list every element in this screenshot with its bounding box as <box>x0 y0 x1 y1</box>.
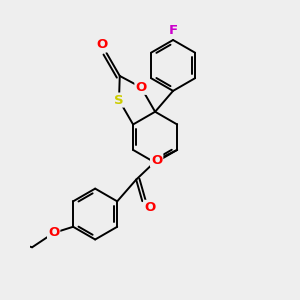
Text: O: O <box>48 226 59 239</box>
Text: O: O <box>135 81 147 94</box>
Text: O: O <box>144 201 156 214</box>
Text: S: S <box>114 94 124 106</box>
Text: O: O <box>151 154 162 167</box>
Text: F: F <box>169 24 178 37</box>
Text: O: O <box>96 38 107 51</box>
